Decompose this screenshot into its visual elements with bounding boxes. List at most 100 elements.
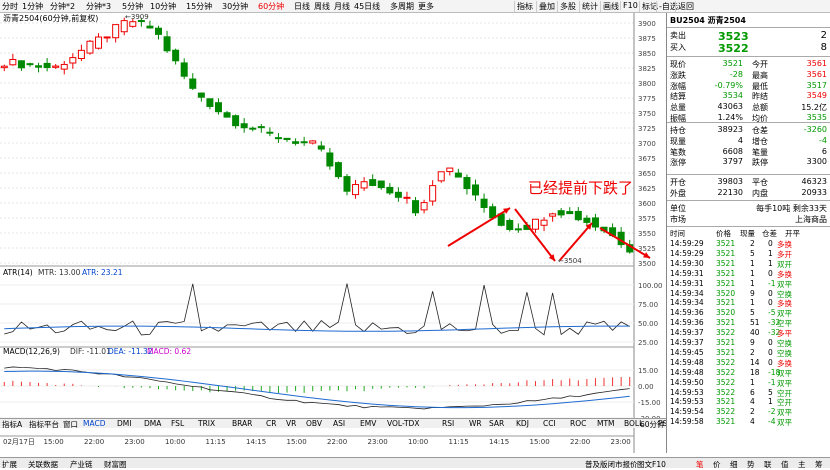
right-tab-7[interactable]: 筹 — [815, 460, 823, 469]
y-tick-label: 3500 — [638, 260, 656, 268]
indicator-tab-20[interactable]: ROC — [570, 419, 587, 428]
open-label: 外盘 — [670, 188, 686, 198]
toolbar-btn-4[interactable]: 画线 — [600, 1, 619, 12]
right-tab-4[interactable]: 联 — [764, 460, 772, 469]
candle-body — [394, 191, 402, 198]
indicator-tab-8[interactable]: BRAR — [232, 419, 253, 428]
quote-value2: 3549 — [806, 91, 827, 101]
period-1[interactable]: 1分钟 — [22, 2, 44, 11]
toolbar-btn-3[interactable]: 统计 — [579, 1, 598, 12]
tick-cell: -1 — [768, 377, 776, 387]
indicator-tab-6[interactable]: FSL — [171, 419, 185, 428]
atr-tick: 100.00 — [638, 282, 663, 290]
tick-cell: 多换 — [777, 358, 792, 368]
tick-cell: 3522 — [716, 328, 736, 338]
quote-row: 涨跌 -28 最高 3561 — [670, 70, 827, 80]
quote-row: 涨幅 -0.79% 最低 3517 — [670, 81, 827, 91]
period-6[interactable]: 15分钟 — [186, 2, 213, 11]
indicator-tab-0[interactable]: 指标A — [2, 420, 23, 429]
period-4[interactable]: 5分钟 — [122, 2, 144, 11]
quote-label: 振幅 — [670, 114, 686, 123]
indicator-tab-7[interactable]: TRIX — [198, 419, 216, 428]
toolbar-btn-7[interactable]: -自选 — [656, 1, 678, 12]
indicator-tab-12[interactable]: ASI — [333, 419, 346, 428]
period-11[interactable]: 月线 — [334, 2, 350, 11]
tick-cell: 9 — [750, 338, 755, 347]
indicator-tab-15[interactable]: RSI — [442, 419, 455, 428]
quote-label2: 均价 — [752, 114, 768, 123]
right-tab-2[interactable]: 细 — [730, 460, 738, 469]
period-0[interactable]: 分时 — [2, 2, 18, 11]
period-3[interactable]: 分钟*3 — [86, 2, 112, 11]
right-tab-0[interactable]: 笔 — [696, 460, 704, 469]
indicator-tab-4[interactable]: DMI — [117, 419, 132, 428]
tick-cell: 40 — [750, 328, 760, 338]
candle-body — [309, 140, 317, 144]
right-tab-1[interactable]: 价 — [713, 460, 721, 469]
indicator-tabs: 指标A 指标平台 窗口 MACD DMI DMA FSL TRIX BRAR CR VR OBV ASI… — [0, 418, 754, 429]
indicator-tab-21[interactable]: MTM — [597, 419, 615, 428]
tick-cell: -18 — [768, 367, 781, 377]
indicator-tab-13[interactable]: EMV — [360, 419, 377, 428]
tick-cell: 18 — [750, 367, 760, 377]
toolbar-btn-6[interactable]: 标记 — [639, 1, 658, 12]
bottom-tab-0[interactable]: 扩展 — [2, 460, 17, 469]
trend-arrow — [599, 227, 651, 259]
tick-row: 14:59:31 3521 1 -1 双平 — [670, 279, 827, 289]
bottom-tab-2[interactable]: 产业链 — [70, 460, 93, 469]
indicator-tab-16[interactable]: WR — [469, 419, 482, 428]
period-12[interactable]: 45日线 — [354, 2, 381, 11]
period-5[interactable]: 10分钟 — [150, 2, 177, 11]
quote-value: 3534 — [722, 91, 743, 101]
macd-tick: -15.00 — [638, 399, 661, 407]
tick-header-cell: 仓差 — [762, 229, 777, 238]
indicator-tab-11[interactable]: OBV — [306, 419, 322, 428]
period-box[interactable]: 60分钟 — [640, 420, 665, 429]
dea-line — [4, 370, 630, 409]
indicator-tab-18[interactable]: KDJ — [516, 419, 529, 428]
indicator-tab-17[interactable]: SAR — [489, 419, 505, 428]
right-tab-3[interactable]: 势 — [747, 460, 755, 469]
tick-cell: 0 — [768, 298, 773, 308]
indicator-tab-19[interactable]: CCI — [543, 419, 556, 428]
indicator-tab-22[interactable]: BOLL — [624, 419, 644, 428]
toolbar-btn-2[interactable]: 多股 — [557, 1, 576, 12]
candle-body — [300, 141, 308, 144]
candle-body — [420, 202, 428, 211]
bottom-tab-3[interactable]: 财富圈 — [104, 460, 127, 469]
candle-body — [326, 152, 334, 167]
kline-chart[interactable]: 沥青2504(60分钟,前复权) 3900 3875 3850 3825 3800 3775… — [0, 13, 666, 453]
candle-body — [172, 49, 180, 62]
pos-value2: 6 — [821, 146, 827, 156]
pos-value2: -4 — [819, 135, 827, 145]
period-9[interactable]: 日线 — [294, 2, 310, 11]
period-2[interactable]: 分钟*2 — [50, 2, 76, 11]
indicator-tab-9[interactable]: CR — [266, 419, 277, 428]
toolbar-btn-1[interactable]: 叠加 — [536, 1, 555, 12]
indicator-tab-1[interactable]: 指标平台 — [29, 420, 59, 429]
f10-link[interactable]: 图文F10 — [637, 460, 666, 469]
period-8[interactable]: 60分钟 — [258, 2, 285, 11]
right-tab-5[interactable]: 值 — [781, 460, 789, 469]
bottom-tab-1[interactable]: 关联数据 — [28, 460, 58, 469]
period-7[interactable]: 30分钟 — [222, 2, 249, 11]
period-14[interactable]: 更多 — [418, 2, 434, 11]
period-10[interactable]: 周线 — [314, 2, 330, 11]
toolbar-btn-8[interactable]: 返回 — [675, 1, 694, 12]
tick-header-cell: 价格 — [716, 229, 731, 238]
indicator-tab-23[interactable]: PSY — [658, 419, 672, 428]
candle-body — [146, 25, 154, 29]
indicator-tab-14[interactable]: VOL-TDX — [387, 419, 420, 428]
toolbar-btn-5[interactable]: F10 — [620, 1, 638, 10]
indicator-tab-5[interactable]: DMA — [144, 419, 162, 428]
right-tab-6[interactable]: 主 — [798, 460, 806, 469]
indicator-tab-2[interactable]: 窗口 — [63, 420, 78, 429]
macd-value: MACD: 0.62 — [147, 347, 191, 356]
indicator-tab-3[interactable]: MACD — [83, 419, 106, 428]
toolbar-btn-0[interactable]: 指标 — [514, 1, 533, 12]
candle-body — [257, 126, 265, 129]
indicator-tab-10[interactable]: VR — [286, 419, 297, 428]
period-13[interactable]: 多周期 — [390, 2, 414, 11]
atr-tick: 50.00 — [638, 320, 658, 328]
candle-body — [274, 137, 282, 140]
